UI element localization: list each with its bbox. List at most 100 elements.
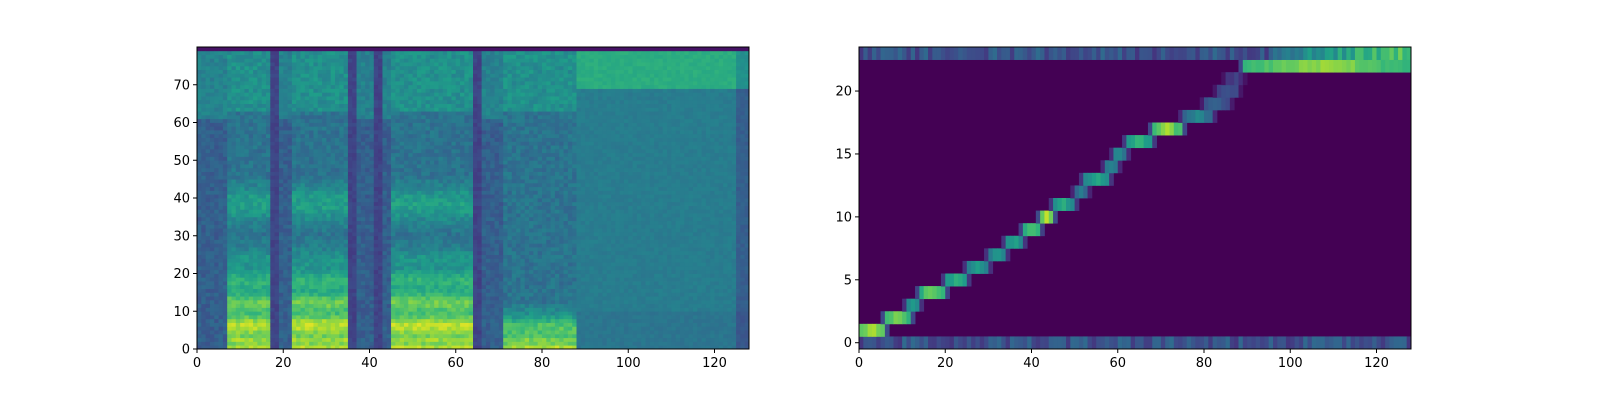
- heatmap-cell: [404, 333, 409, 339]
- heatmap-cell: [373, 235, 379, 240]
- heatmap-cell: [382, 73, 388, 78]
- heatmap-cell: [304, 216, 310, 222]
- heatmap-cell: [291, 326, 297, 331]
- heatmap-cell: [244, 281, 250, 286]
- heatmap-cell: [253, 111, 258, 116]
- heatmap-cell: [421, 303, 426, 308]
- heatmap-cell: [218, 92, 224, 97]
- heatmap-cell: [360, 54, 366, 59]
- heatmap-cell: [356, 73, 362, 78]
- heatmap-cell: [464, 284, 470, 289]
- heatmap-cell: [309, 330, 314, 335]
- heatmap-cell: [304, 107, 310, 112]
- heatmap-cell: [352, 239, 357, 244]
- heatmap-cell: [283, 175, 288, 180]
- heatmap-cell: [322, 288, 327, 293]
- heatmap-cell: [447, 88, 452, 93]
- heatmap-cell: [231, 209, 237, 214]
- heatmap-cell: [322, 114, 327, 120]
- heatmap-cell: [300, 92, 306, 97]
- heatmap-cell: [253, 58, 258, 63]
- heatmap-cell: [205, 160, 211, 165]
- heatmap-cell: [287, 80, 293, 86]
- heatmap-cell: [317, 258, 323, 263]
- heatmap-cell: [369, 190, 375, 195]
- heatmap-cell: [460, 179, 465, 184]
- heatmap-cell: [347, 307, 353, 312]
- heatmap-cell: [460, 311, 465, 316]
- heatmap-cell: [395, 164, 401, 169]
- heatmap-cell: [369, 88, 375, 93]
- heatmap-cell: [460, 224, 465, 229]
- heatmap-cell: [335, 107, 340, 112]
- heatmap-cell: [460, 164, 465, 169]
- heatmap-cell: [313, 284, 319, 289]
- heatmap-cell: [421, 258, 426, 263]
- heatmap-cell: [235, 111, 241, 116]
- heatmap-cell: [253, 156, 258, 161]
- heatmap-cell: [391, 337, 396, 342]
- heatmap-cell: [438, 345, 444, 350]
- heatmap-cell: [447, 194, 452, 199]
- heatmap-cell: [235, 288, 241, 293]
- heatmap-cell: [339, 130, 345, 135]
- heatmap-cell: [244, 186, 250, 191]
- heatmap-cell: [218, 216, 224, 222]
- heatmap-cell: [231, 148, 237, 154]
- heatmap-cell: [287, 137, 293, 142]
- heatmap-cell: [455, 96, 461, 101]
- heatmap-cell: [343, 73, 349, 78]
- heatmap-cell: [270, 262, 276, 267]
- heatmap-cell: [261, 167, 267, 172]
- heatmap-cell: [240, 311, 245, 316]
- heatmap-cell: [451, 296, 457, 301]
- heatmap-cell: [231, 77, 237, 82]
- heatmap-cell: [365, 62, 370, 67]
- heatmap-cell: [240, 322, 245, 327]
- heatmap-cell: [347, 315, 353, 320]
- heatmap-cell: [343, 220, 349, 225]
- heatmap-cell: [395, 198, 401, 203]
- heatmap-cell: [322, 137, 327, 142]
- heatmap-cell: [330, 62, 336, 67]
- heatmap-cell: [399, 99, 405, 105]
- heatmap-cell: [227, 122, 232, 127]
- heatmap-cell: [365, 179, 370, 184]
- heatmap-cell: [369, 156, 375, 161]
- heatmap-cell: [257, 47, 263, 52]
- heatmap-cell: [404, 281, 409, 286]
- heatmap-cell: [399, 330, 405, 335]
- heatmap-cell: [205, 292, 211, 297]
- heatmap-cell: [209, 58, 215, 63]
- heatmap-cell: [339, 333, 345, 339]
- heatmap-cell: [356, 326, 362, 331]
- heatmap-cell: [442, 198, 448, 203]
- heatmap-cell: [330, 262, 336, 267]
- heatmap-cell: [214, 281, 219, 286]
- heatmap-cell: [253, 250, 258, 256]
- heatmap-cell: [291, 156, 297, 161]
- heatmap-cell: [317, 164, 323, 169]
- heatmap-cell: [248, 292, 254, 297]
- heatmap-cell: [421, 156, 426, 161]
- heatmap-cell: [442, 205, 448, 210]
- heatmap-cell: [330, 69, 336, 74]
- heatmap-cell: [300, 156, 306, 161]
- heatmap-cell: [231, 198, 237, 203]
- heatmap-cell: [231, 47, 237, 52]
- heatmap-cell: [274, 311, 280, 316]
- heatmap-cell: [300, 258, 306, 263]
- heatmap-cell: [274, 145, 280, 150]
- heatmap-cell: [442, 186, 448, 191]
- heatmap-cell: [442, 243, 448, 248]
- heatmap-cell: [429, 243, 435, 248]
- heatmap-cell: [270, 118, 276, 123]
- heatmap-cell: [382, 77, 388, 82]
- heatmap-cell: [404, 345, 409, 350]
- heatmap-cell: [326, 299, 332, 305]
- heatmap-cell: [278, 194, 284, 199]
- heatmap-cell: [352, 198, 357, 203]
- heatmap-cell: [309, 130, 314, 135]
- heatmap-cell: [261, 179, 267, 184]
- heatmap-cell: [197, 164, 202, 169]
